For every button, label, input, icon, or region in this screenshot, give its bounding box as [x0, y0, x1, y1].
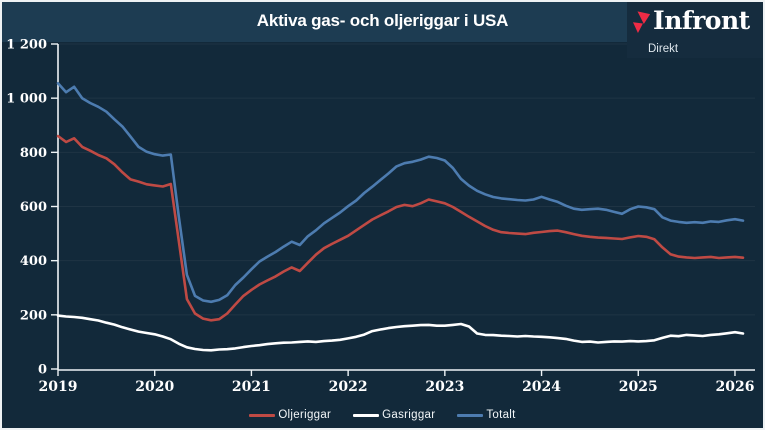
x-tick-label: 2025: [619, 379, 658, 395]
x-tick-label: 2020: [135, 379, 174, 395]
series-line-gasriggar: [56, 314, 745, 352]
legend-label: Oljeriggar: [278, 409, 332, 421]
legend: Oljeriggar Gasriggar Totalt: [2, 409, 763, 421]
legend-swatch-gasriggar: [353, 413, 380, 417]
y-tick-label: 0: [38, 363, 47, 378]
infront-flag-icon: [633, 11, 651, 42]
x-tick-label: 2023: [425, 379, 464, 395]
x-tick-label: 2022: [329, 379, 368, 395]
y-tick-label: 1 200: [6, 38, 47, 53]
y-tick-label: 400: [20, 254, 47, 269]
legend-item-oljeriggar: Oljeriggar: [249, 409, 331, 421]
legend-label: Totalt: [486, 409, 516, 421]
logo-text: Infront: [653, 6, 750, 35]
y-tick-label: 1 000: [6, 92, 47, 107]
y-tick-label: 200: [20, 308, 47, 323]
x-tick-label: 2026: [715, 379, 754, 395]
x-tick-label: 2024: [522, 379, 561, 395]
legend-swatch-totalt: [457, 413, 484, 417]
chart-title: Aktiva gas- och oljeriggar i USA: [256, 11, 509, 30]
x-tick-label: 2019: [39, 379, 78, 395]
y-tick-label: 600: [20, 200, 47, 215]
legend-item-totalt: Totalt: [457, 409, 515, 421]
logo-subtext: Direkt: [648, 43, 679, 55]
legend-swatch-oljeriggar: [249, 413, 276, 417]
legend-label: Gasriggar: [382, 409, 436, 421]
legend-item-gasriggar: Gasriggar: [353, 409, 435, 421]
series-line-totalt: [56, 82, 745, 304]
x-tick-label: 2021: [232, 379, 271, 395]
y-tick-label: 800: [20, 146, 47, 161]
infront-logo: Infront Direkt: [627, 2, 763, 58]
series-line-oljeriggar: [56, 134, 745, 322]
